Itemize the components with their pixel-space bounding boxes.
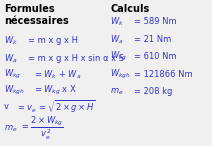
Text: = $\dfrac{2 \times W_{kg}}{v_e^{\,2}}$: = $\dfrac{2 \times W_{kg}}{v_e^{\,2}}$ [21,115,64,142]
Text: $W_k$: $W_k$ [110,16,124,28]
Text: = $W_k$ + $W_a$: = $W_k$ + $W_a$ [34,68,81,81]
Text: = 208 kg: = 208 kg [134,87,172,97]
Text: $W_a$: $W_a$ [4,52,18,65]
Text: = $v_e$ = $\sqrt{2 \times g \times H}$: = $v_e$ = $\sqrt{2 \times g \times H}$ [17,98,96,115]
Text: = 121866 Nm: = 121866 Nm [134,70,192,79]
Text: = m x g x H x sin α x S: = m x g x H x sin α x S [28,54,124,63]
Text: $W_{kg}$: $W_{kg}$ [4,68,21,81]
Text: = m x g x H: = m x g x H [28,36,78,45]
Text: = 610 Nm: = 610 Nm [134,52,176,61]
Text: $W_{kgh}$: $W_{kgh}$ [4,84,25,97]
Text: = $W_{kg}$ x X: = $W_{kg}$ x X [34,84,77,97]
Text: $m_e$: $m_e$ [4,123,18,134]
Text: = 589 Nm: = 589 Nm [134,17,176,26]
Text: = 21 Nm: = 21 Nm [134,35,171,44]
Text: Formules
nécessaires: Formules nécessaires [4,4,69,26]
Text: $W_a$: $W_a$ [110,33,124,46]
Text: v: v [4,102,9,111]
Text: $m_e$: $m_e$ [110,87,124,97]
Text: $W_k$: $W_k$ [4,35,18,47]
Text: $W_{kg}$: $W_{kg}$ [110,50,127,64]
Text: Calculs: Calculs [110,4,149,14]
Text: $W_{kgh}$: $W_{kgh}$ [110,68,131,81]
